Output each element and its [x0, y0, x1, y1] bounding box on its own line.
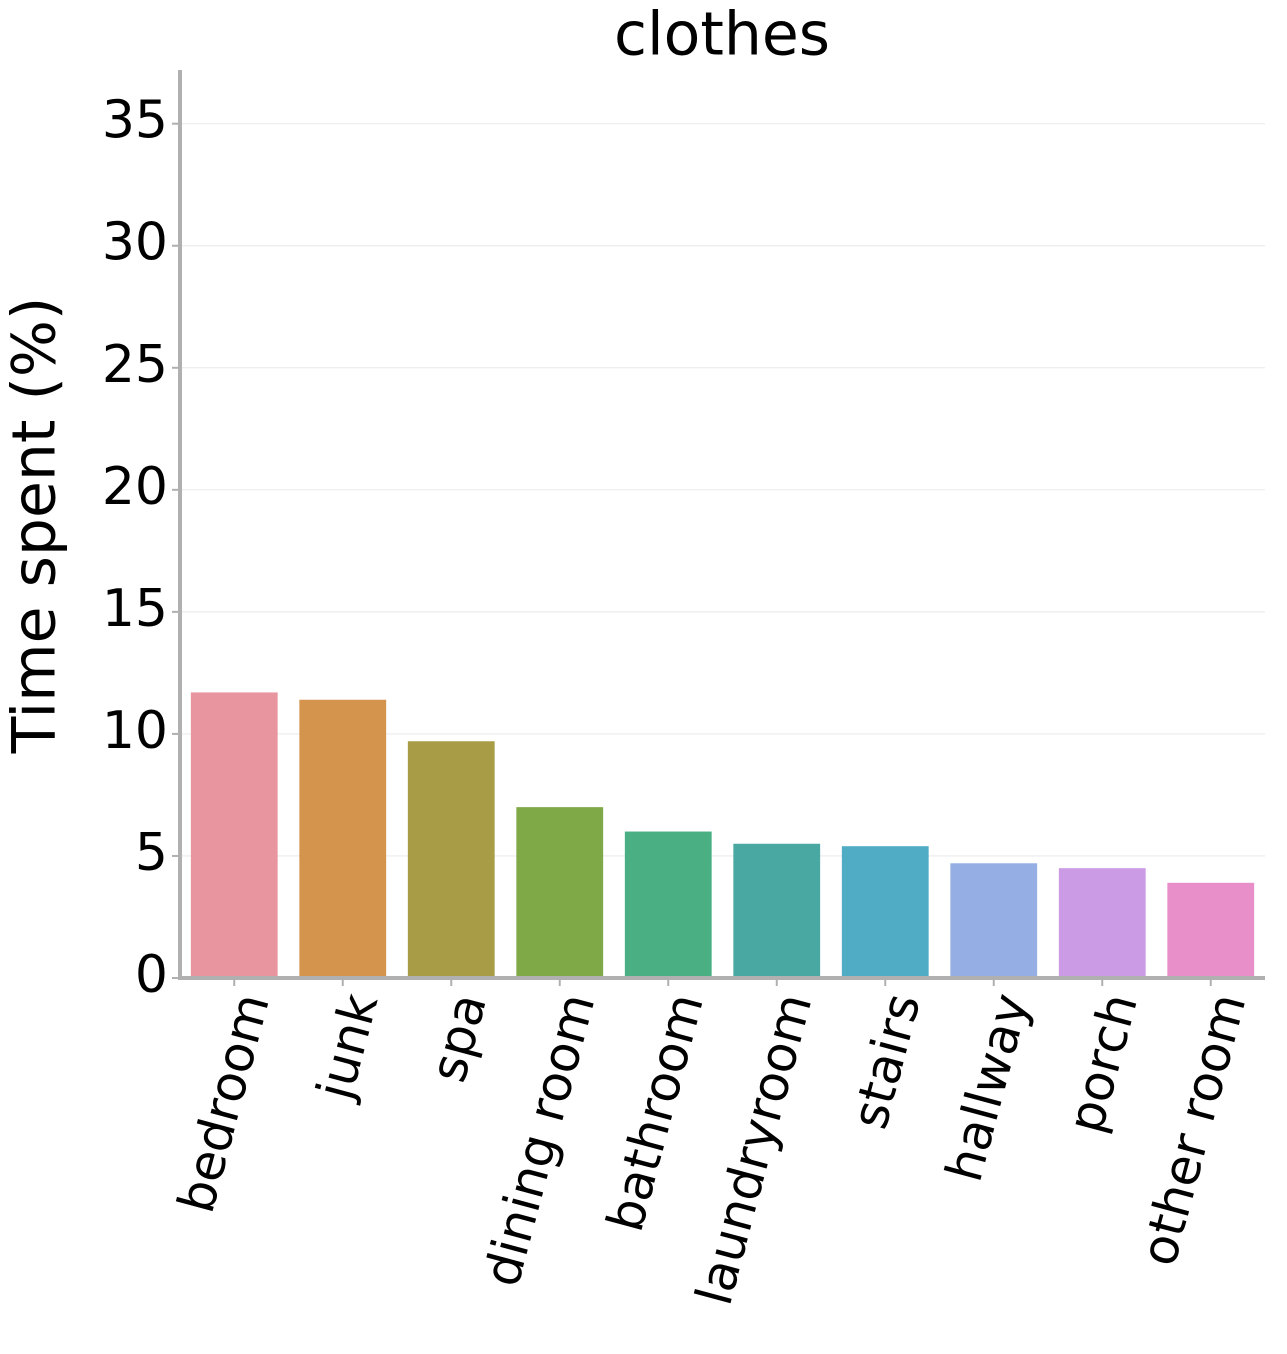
bar — [516, 807, 604, 978]
y-tick-label: 20 — [102, 457, 168, 517]
bar — [1167, 882, 1255, 978]
bar — [299, 699, 387, 978]
bar — [1058, 868, 1146, 978]
bar — [624, 831, 712, 978]
x-tick-label: bedroom — [167, 988, 281, 1219]
bar — [407, 741, 495, 978]
x-tick-label: hallway — [935, 988, 1041, 1188]
x-tick-label: other room — [1129, 988, 1257, 1272]
y-tick-label: 35 — [102, 91, 168, 151]
x-tick-label: dining room — [473, 988, 607, 1293]
bar — [733, 843, 821, 978]
y-tick-label: 30 — [102, 213, 168, 273]
x-tick-label: spa — [419, 988, 498, 1088]
bar — [841, 846, 929, 978]
y-tick-label: 15 — [102, 579, 168, 639]
y-tick-label: 25 — [102, 335, 168, 395]
y-tick-label: 5 — [135, 823, 168, 883]
y-tick-label: 0 — [135, 945, 168, 1005]
x-tick-label: junk — [306, 988, 390, 1107]
bar — [950, 863, 1038, 978]
chart-title: clothes — [614, 0, 830, 70]
y-tick-label: 10 — [102, 701, 168, 761]
bar — [190, 692, 278, 978]
x-tick-label: stairs — [840, 988, 931, 1135]
x-tick-label: bathroom — [596, 988, 715, 1238]
y-axis-label: Time spent (%) — [0, 297, 70, 755]
x-tick-label: porch — [1056, 988, 1149, 1139]
